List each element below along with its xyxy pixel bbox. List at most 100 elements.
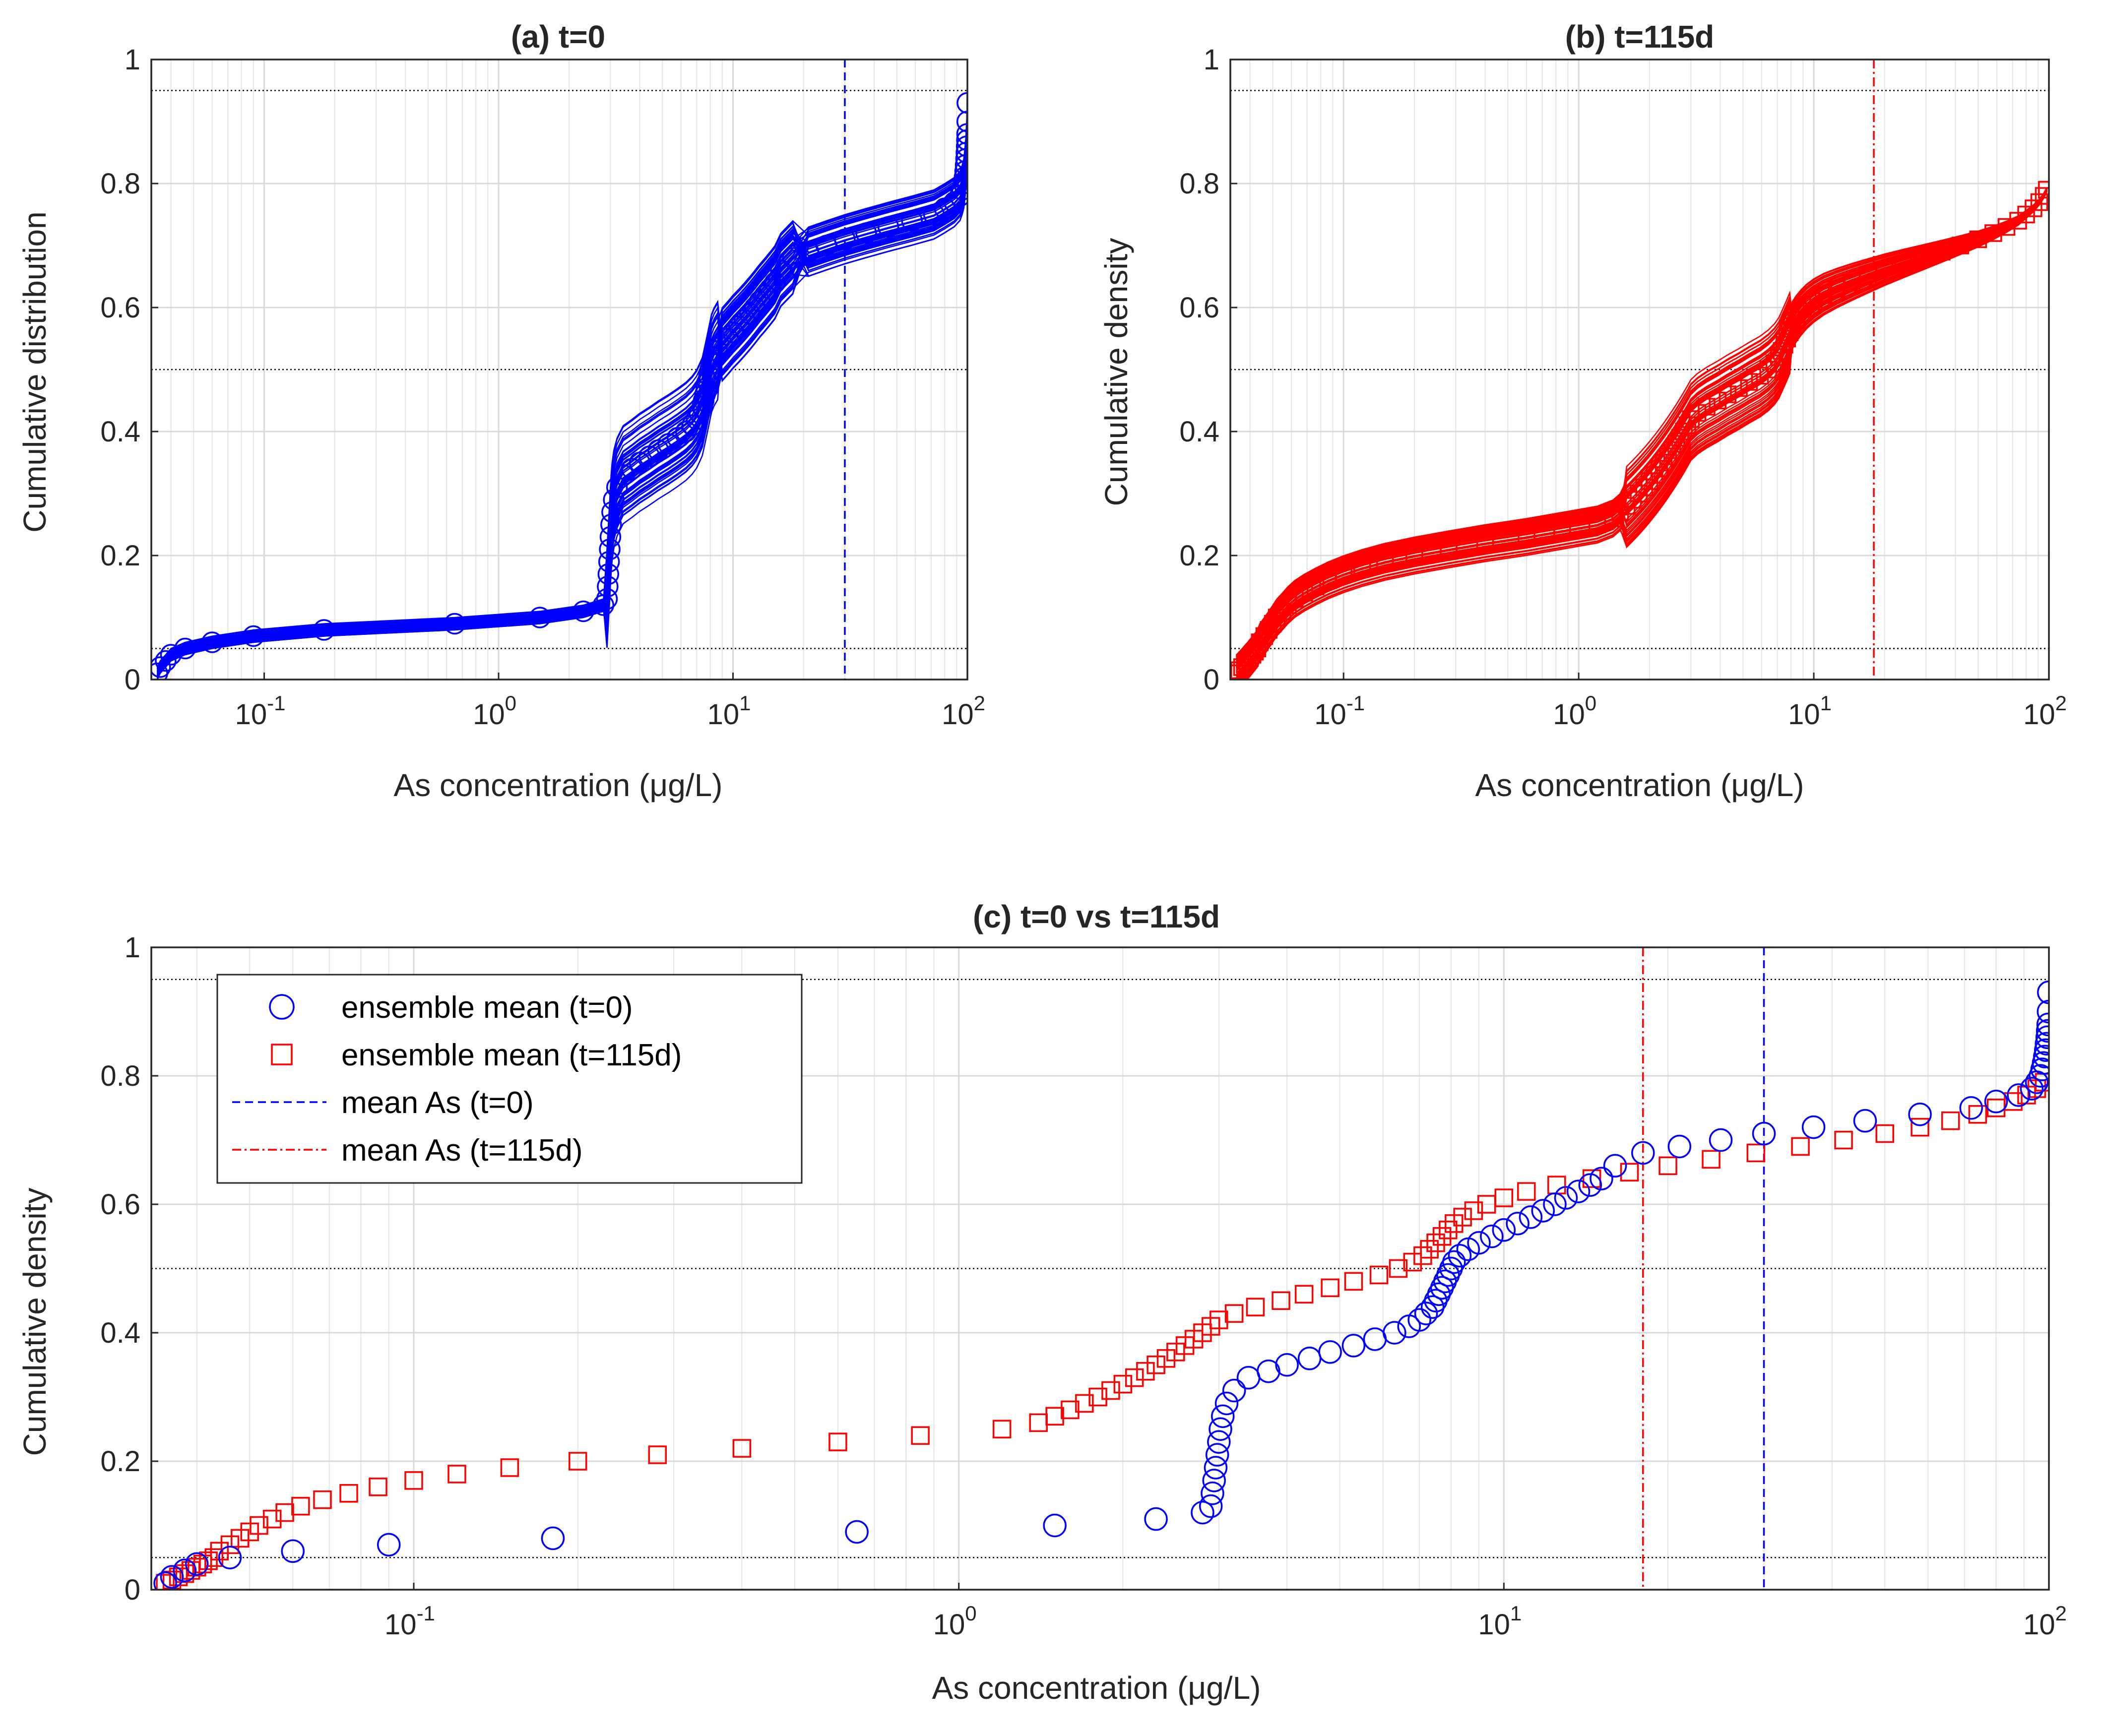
data-point-circle (834, 228, 856, 250)
data-point-circle (1214, 1391, 1239, 1416)
data-point-square (1875, 261, 1894, 279)
data-point-square (1740, 373, 1758, 391)
panel-a-title: (a) t=0 (511, 19, 605, 55)
data-point-square (1295, 584, 1313, 602)
data-point-square (1553, 522, 1571, 540)
data-point-square (2004, 1092, 2023, 1111)
data-point-circle (174, 637, 196, 660)
data-point-circle (599, 538, 621, 560)
data-point-square (1224, 1304, 1244, 1323)
panel-a-x-tick-label: 101 (707, 691, 751, 731)
panel-a-ylabel: Cumulative distribution (17, 211, 53, 532)
legend-label: ensemble mean (t=0) (341, 991, 633, 1025)
data-point-circle (923, 203, 945, 226)
data-point-circle (160, 1565, 184, 1589)
data-point-square (1650, 460, 1668, 478)
data-point-square (1210, 1310, 1228, 1329)
data-point-square (1248, 639, 1267, 658)
x-tick-exponent: 2 (2055, 691, 2067, 715)
data-point-circle (2034, 1038, 2049, 1062)
data-point-square (911, 1426, 930, 1445)
data-point-circle (1467, 1231, 1491, 1255)
data-point-circle (173, 1558, 197, 1582)
x-tick-exponent: -1 (417, 1602, 435, 1625)
data-point-square (262, 1509, 282, 1529)
data-point-square (1778, 329, 1796, 348)
x-tick-base: 10 (1478, 1609, 1510, 1641)
data-point-circle (2036, 1019, 2049, 1043)
panel-c-frame (150, 946, 2050, 1591)
data-point-square (1426, 1233, 1445, 1252)
data-point-square (1389, 1259, 1408, 1278)
x-tick-exponent: 2 (974, 691, 985, 715)
data-point-square (1403, 1252, 1422, 1272)
data-point-circle (313, 619, 335, 641)
data-point-circle (1209, 1417, 1232, 1441)
panel-a-y-tick-label: 0.2 (100, 540, 140, 572)
data-point-square (568, 1452, 587, 1471)
panel-a-ensemble-member-line (156, 60, 967, 676)
data-point-circle (722, 321, 744, 343)
data-point-circle (599, 526, 622, 548)
panel-c-grid (151, 947, 2050, 1590)
panel-a-y-tick-label: 1 (125, 44, 140, 76)
data-point-circle (717, 327, 739, 350)
data-point-circle (901, 210, 923, 232)
data-point-square (250, 1516, 268, 1535)
data-point-circle (1519, 1205, 1543, 1229)
data-point-square (1678, 416, 1697, 434)
data-point-circle (675, 421, 697, 442)
data-point-circle (1257, 1359, 1280, 1383)
x-tick-exponent: -1 (1346, 691, 1365, 715)
legend-label: ensemble mean (t=115d) (341, 1038, 682, 1072)
data-point-square (1709, 391, 1727, 410)
x-tick-base: 10 (1314, 698, 1346, 731)
data-point-square (1420, 1240, 1439, 1259)
data-point-circle (1908, 1102, 1932, 1126)
data-point-circle (1144, 1507, 1168, 1531)
data-point-square (1911, 1117, 1929, 1137)
data-point-circle (1341, 1334, 1366, 1358)
data-point-circle (1202, 1469, 1226, 1492)
data-point-square (1805, 292, 1823, 310)
data-point-square (1156, 1349, 1176, 1368)
data-point-circle (711, 334, 733, 356)
panel-a-frame (150, 59, 968, 681)
data-point-circle (954, 160, 967, 182)
data-point-square (1440, 540, 1458, 558)
data-point-circle (1191, 1500, 1214, 1525)
panel-c-y-tick-label: 0.8 (100, 1060, 140, 1092)
panel-b-ylabel: Cumulative density (1098, 238, 1134, 506)
panel-a-x-tick-label: 10-1 (235, 691, 286, 731)
data-point-square (1405, 547, 1423, 564)
panel-b-x-tick-label: 10-1 (1314, 691, 1365, 731)
data-point-square (732, 1439, 752, 1458)
panel-a-ensemble-member-line (156, 60, 967, 673)
panel-a-ensemble-member-line (156, 60, 967, 670)
data-point-square (1335, 565, 1352, 583)
data-point-circle (954, 166, 967, 188)
data-point-square (1984, 224, 2002, 242)
data-point-square (1791, 1137, 1810, 1156)
panel-a-x-tick-label: 100 (473, 691, 516, 731)
panel-a-y-tick-label: 0 (125, 664, 140, 696)
panel-c-y-tick-label: 0.6 (100, 1188, 140, 1221)
data-point-square (1113, 1374, 1133, 1394)
data-point-circle (201, 631, 223, 653)
data-point-circle (153, 1571, 177, 1590)
data-point-circle (598, 551, 620, 573)
data-point-circle (1205, 1443, 1229, 1467)
legend-label: mean As (t=115d) (341, 1133, 583, 1168)
data-point-circle (728, 315, 750, 337)
data-point-square (992, 1420, 1012, 1438)
data-point-circle (1631, 1141, 1655, 1165)
data-point-square (1646, 466, 1663, 484)
data-point-circle (1667, 1134, 1692, 1159)
data-point-circle (243, 625, 264, 647)
panel-c-x-tick-label: 10-1 (384, 1602, 435, 1641)
panel-a-x-tick-label: 102 (942, 691, 985, 731)
data-point-circle (845, 1520, 869, 1544)
data-point-square (1675, 423, 1693, 440)
data-point-circle (2029, 1064, 2049, 1088)
